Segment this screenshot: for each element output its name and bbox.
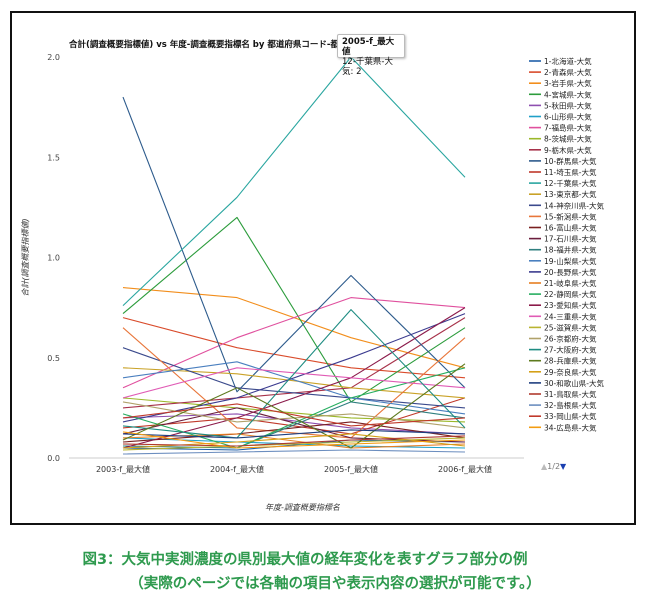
series-line bbox=[122, 307, 466, 449]
series-line bbox=[122, 449, 466, 455]
legend-label: 7-福島県-大気 bbox=[544, 123, 592, 133]
series-line bbox=[122, 96, 466, 393]
pager-prev-icon[interactable]: ▲ bbox=[541, 462, 548, 471]
legend-label: 8-茨城県-大気 bbox=[544, 134, 592, 144]
series-line bbox=[122, 287, 466, 369]
x-tick-label: 2006-f_最大値 bbox=[438, 464, 492, 474]
y-tick-label: 1.5 bbox=[47, 153, 60, 162]
legend-label: 15-新潟県-大気 bbox=[544, 211, 597, 221]
legend-label: 32-島根県-大気 bbox=[544, 400, 597, 410]
legend-label: 18-福井県-大気 bbox=[544, 245, 597, 255]
y-axis-label: 合計(調査概要指標値) bbox=[21, 218, 30, 296]
legend-label: 21-岐阜県-大気 bbox=[544, 278, 597, 288]
series-line bbox=[122, 363, 466, 449]
series-line bbox=[122, 429, 466, 439]
figure-caption: 図3：大気中実測濃度の県別最大値の経年変化を表すグラフ部分の例 bbox=[82, 552, 528, 568]
pager-label: 1/2 bbox=[547, 462, 561, 471]
series-line bbox=[122, 435, 466, 447]
x-tick-label: 2003-f_最大値 bbox=[96, 464, 150, 474]
series-line bbox=[122, 216, 466, 403]
series-line bbox=[122, 56, 466, 306]
series-line bbox=[122, 439, 466, 451]
figure-caption-note: （実際のページでは各軸の項目や表示内容の選択が可能です。） bbox=[129, 576, 541, 592]
legend-label: 5-秋田県-大気 bbox=[544, 100, 592, 110]
legend-label: 33-岡山県-大気 bbox=[544, 411, 597, 421]
legend-label: 22-静岡県-大気 bbox=[544, 289, 597, 299]
series-line bbox=[122, 421, 466, 443]
legend-label: 19-山梨県-大気 bbox=[544, 256, 597, 266]
legend-label: 1-北海道-大気 bbox=[544, 56, 592, 66]
legend-label: 28-兵庫県-大気 bbox=[544, 356, 597, 366]
legend-label: 11-埼玉県-大気 bbox=[544, 167, 597, 177]
x-tick-label: 2005-f_最大値 bbox=[324, 464, 378, 474]
legend-label: 29-奈良県-大気 bbox=[544, 367, 597, 377]
legend-label: 2-青森県-大気 bbox=[544, 67, 592, 77]
legend-label: 9-栃木県-大気 bbox=[544, 145, 592, 155]
legend-label: 20-長野県-大気 bbox=[544, 267, 597, 277]
legend-label: 30-和歌山県-大気 bbox=[544, 378, 604, 388]
legend-label: 17-石川県-大気 bbox=[544, 234, 597, 244]
legend-pager[interactable]: ▲1/2▼ bbox=[541, 462, 566, 471]
legend-label: 16-富山県-大気 bbox=[544, 223, 597, 233]
legend-label: 14-神奈川県-大気 bbox=[544, 200, 604, 210]
series-line bbox=[122, 367, 466, 399]
legend-label: 12-千葉県-大気 bbox=[544, 178, 597, 188]
legend-label: 25-滋賀県-大気 bbox=[544, 322, 597, 332]
y-tick-label: 2.0 bbox=[47, 53, 60, 62]
series-line bbox=[122, 313, 466, 423]
tooltip-value: 12-千葉県-大気: 2 bbox=[342, 57, 393, 77]
y-tick-label: 0.0 bbox=[47, 454, 60, 463]
legend-label: 27-大阪府-大気 bbox=[544, 345, 597, 355]
legend-label: 4-宮城県-大気 bbox=[544, 89, 592, 99]
legend-label: 3-岩手県-大気 bbox=[544, 78, 592, 88]
y-tick-label: 0.5 bbox=[47, 354, 60, 363]
chart-frame: 合計(調査概要指標値) vs 年度-調査概要指標名 by 都道府県コード-都道府… bbox=[10, 11, 636, 525]
series-line bbox=[122, 401, 466, 449]
series-line bbox=[122, 361, 466, 415]
legend-label: 24-三重県-大気 bbox=[544, 311, 597, 321]
series-line bbox=[122, 327, 466, 439]
series-line bbox=[122, 403, 466, 427]
pager-next-icon[interactable]: ▼ bbox=[560, 462, 567, 471]
legend-label: 31-鳥取県-大気 bbox=[544, 389, 597, 399]
legend-label: 13-東京都-大気 bbox=[544, 189, 597, 199]
series-line bbox=[122, 431, 466, 449]
legend-label: 34-広島県-大気 bbox=[544, 422, 597, 432]
series-line bbox=[122, 397, 466, 435]
series-line bbox=[122, 309, 466, 439]
series-line bbox=[122, 317, 466, 379]
chart-title: 合計(調査概要指標値) vs 年度-調査概要指標名 by 都道府県コード-都道府… bbox=[68, 39, 380, 50]
tooltip-category: 2005-f_最大値 bbox=[342, 37, 395, 57]
x-axis-label: 年度-調査概要指標名 bbox=[265, 503, 341, 512]
series-line bbox=[122, 297, 466, 389]
data-tooltip: 2005-f_最大値 12-千葉県-大気: 2 bbox=[337, 34, 405, 77]
legend-label: 26-京都府-大気 bbox=[544, 334, 597, 344]
legend-label: 6-山形県-大気 bbox=[544, 112, 592, 122]
line-chart: 合計(調査概要指標値) vs 年度-調査概要指標名 by 都道府県コード-都道府… bbox=[21, 39, 604, 512]
series-line bbox=[122, 367, 466, 399]
series-line bbox=[122, 413, 466, 435]
y-tick-label: 1.0 bbox=[47, 254, 60, 263]
legend-label: 10-群馬県-大気 bbox=[544, 156, 597, 166]
series-line bbox=[122, 347, 466, 409]
legend-label: 23-愛知県-大気 bbox=[544, 300, 597, 310]
x-tick-label: 2004-f_最大値 bbox=[210, 464, 264, 474]
